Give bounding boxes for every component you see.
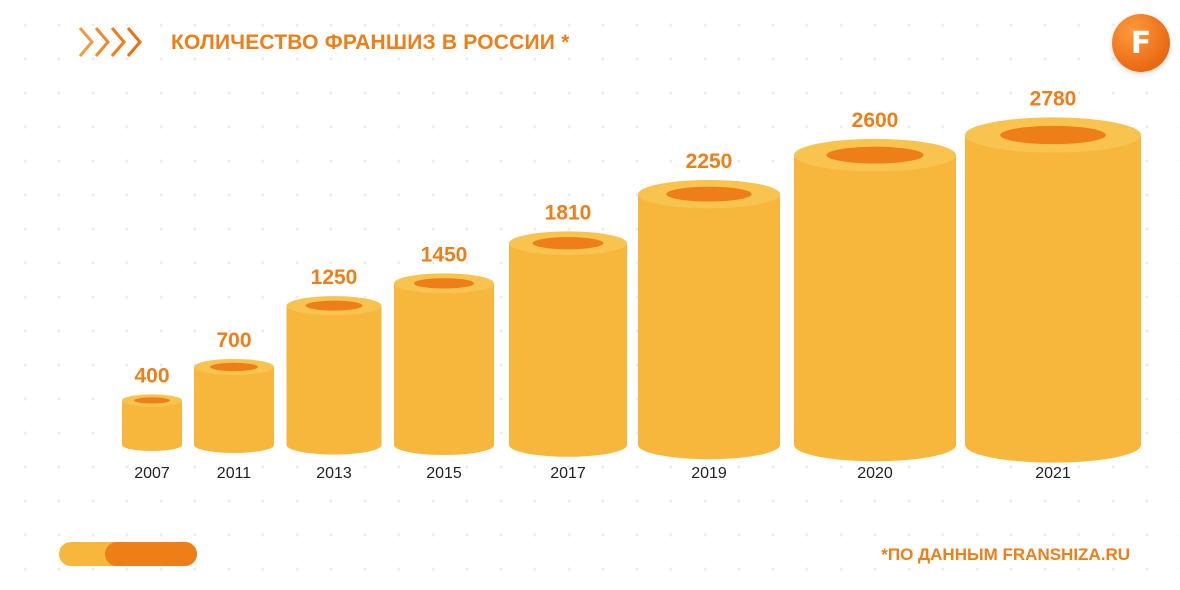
cylinder-hole <box>210 362 258 372</box>
cylinder-body <box>638 194 780 460</box>
cylinder-bar <box>286 296 382 455</box>
x-tick-label: 2019 <box>691 465 727 482</box>
cylinder-hole <box>414 278 474 289</box>
x-tick-label: 2015 <box>426 465 462 482</box>
decorative-progress-pill <box>59 542 197 566</box>
data-label: 700 <box>216 329 251 352</box>
cylinder-hole <box>826 146 924 164</box>
chevrons-right-icon <box>78 27 142 57</box>
cylinder-body <box>286 305 382 455</box>
cylinder-hole <box>1000 125 1106 145</box>
data-label: 1450 <box>421 243 468 266</box>
x-tick-label: 2013 <box>316 465 352 482</box>
cylinder-body <box>394 283 494 455</box>
source-note: *ПО ДАННЫМ FRANSHIZA.RU <box>881 545 1130 564</box>
x-tick-label: 2007 <box>134 465 170 482</box>
cylinder-body <box>194 366 274 453</box>
x-tick-label: 2020 <box>857 465 893 482</box>
cylinder-bar <box>509 231 627 457</box>
cylinder-bar <box>194 358 274 453</box>
data-label: 2600 <box>852 109 899 132</box>
x-tick-label: 2017 <box>550 465 586 482</box>
cylinder-body <box>509 243 627 457</box>
data-label: 1810 <box>545 201 592 224</box>
data-label: 2250 <box>686 150 733 173</box>
cylinder-body <box>794 155 956 462</box>
cylinder-bar <box>965 117 1141 463</box>
x-tick-label: 2021 <box>1035 465 1071 482</box>
x-tick-label: 2011 <box>217 465 252 482</box>
cylinder-bar <box>394 273 494 455</box>
cylinder-body <box>122 400 182 451</box>
franshiza-logo-icon: F <box>1112 14 1170 72</box>
chart-title: КОЛИЧЕСТВО ФРАНШИЗ В РОССИИ * <box>171 31 570 54</box>
cylinder-hole <box>666 186 752 202</box>
logo-letter: F <box>1130 25 1152 61</box>
data-label: 400 <box>134 364 169 387</box>
cylinder-hole <box>134 397 170 404</box>
pill-dark-segment <box>105 542 197 566</box>
data-label: 2780 <box>1030 87 1077 110</box>
cylinder-hole <box>532 237 604 250</box>
cylinder-body <box>965 135 1141 463</box>
data-label: 1250 <box>311 266 358 289</box>
cylinder-hole <box>305 300 363 311</box>
cylinder-bar <box>638 179 780 460</box>
cylinder-bar <box>122 394 182 451</box>
cylinder-bar-chart: 400 2007 700 2011 1250 2013 1450 2015 1810 2017 22… <box>122 87 1141 482</box>
cylinder-bar <box>794 138 956 462</box>
